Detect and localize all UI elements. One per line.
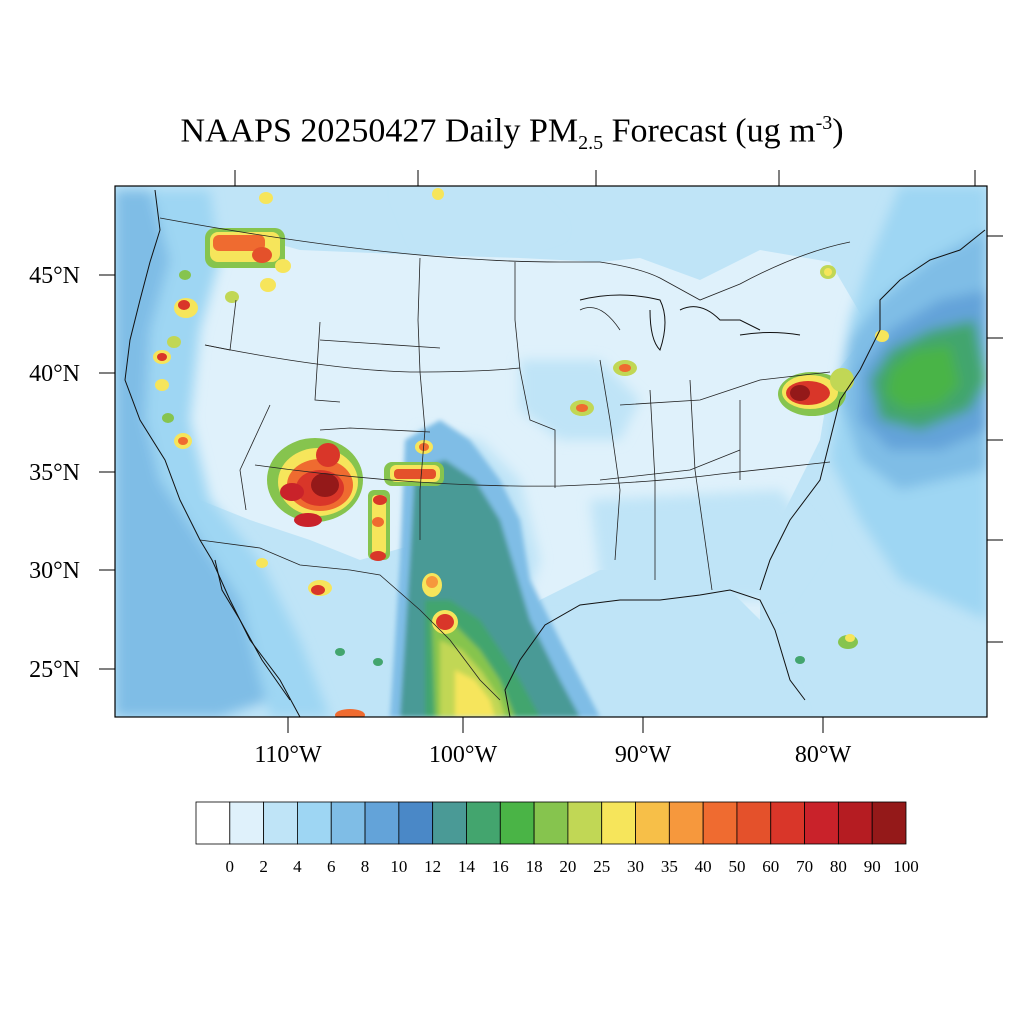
colorbar-label: 40 [695, 857, 712, 876]
state-line-o [319, 427, 431, 433]
lon-label-80w: 80°W [795, 742, 852, 768]
state-line-d [417, 257, 426, 540]
lat-label-45: 45°N [29, 263, 80, 289]
plume-yellow [455, 670, 495, 717]
state-line-b [254, 461, 831, 487]
hotspot-east [570, 265, 889, 664]
southeast-haze [590, 490, 820, 600]
latitude-labels: 45°N 40°N 35°N 30°N 25°N [29, 263, 80, 683]
colorbar-label: 30 [627, 857, 644, 876]
colorbar-label: 0 [226, 857, 235, 876]
colorbar-swatch [499, 801, 535, 845]
colorbar-label: 60 [762, 857, 779, 876]
map-panel [115, 186, 987, 717]
colorbar-label: 4 [293, 857, 302, 876]
colorbar-swatch [229, 801, 265, 845]
colorbar-swatch [702, 801, 738, 845]
gulf-haze [540, 620, 800, 717]
colorbar-swatch [804, 801, 839, 845]
lon-label-100w: 100°W [429, 742, 498, 768]
colorbar-swatch [601, 801, 636, 845]
us-canada-border [159, 217, 851, 301]
state-line-n [319, 339, 441, 349]
colorbar-swatch [736, 801, 772, 845]
gulf-coast [504, 589, 806, 717]
state-line-i [649, 389, 656, 580]
colorbar-label: 25 [593, 857, 610, 876]
colorbar-label: 12 [424, 857, 441, 876]
colorbar-label: 16 [492, 857, 509, 876]
colorbar-swatch [635, 801, 670, 845]
colorbar-swatch [466, 801, 501, 845]
colorbar-label: 8 [361, 857, 370, 876]
colorbar: 0 2 4 6 8 10 12 14 16 18 20 25 30 35 40 50 60 70 80 90 100 [195, 801, 919, 876]
coastlines [124, 189, 986, 717]
lon-label-110w: 110°W [254, 742, 322, 768]
hotspot-northwest [179, 188, 444, 303]
colorbar-swatch [330, 801, 366, 845]
pacific-plume [115, 190, 270, 717]
colorbar-label: 18 [526, 857, 543, 876]
colorbar-label: 50 [728, 857, 745, 876]
colorbar-swatch [668, 801, 704, 845]
colorbar-label: 14 [458, 857, 476, 876]
longitude-labels: 110°W 100°W 90°W 80°W [254, 742, 851, 768]
lat-label-25: 25°N [29, 657, 80, 683]
axis-ticks [99, 170, 1003, 733]
lat-label-30: 30°N [29, 558, 80, 584]
north-haze [400, 190, 560, 250]
colorbar-swatch [364, 801, 400, 845]
state-line-l [579, 307, 621, 331]
map-frame [114, 185, 988, 718]
colorbar-label: 10 [390, 857, 407, 876]
state-line-a [204, 344, 521, 373]
hotspot-new-mexico-east [368, 490, 390, 561]
state-line-j [689, 379, 713, 591]
colorbar-label: 70 [796, 857, 813, 876]
hotspot-southwest-complex [267, 438, 363, 527]
colorbar-swatch [567, 801, 603, 845]
state-line-p [599, 449, 741, 481]
fire-hotspots [153, 188, 889, 717]
map-title: NAAPS 20250427 Daily PM2.5 Forecast (ug … [180, 112, 844, 155]
colorbar-label: 80 [830, 857, 847, 876]
colorbar-label: 90 [864, 857, 881, 876]
lat-label-40: 40°N [29, 361, 80, 387]
colorbar-swatch [770, 801, 805, 845]
lat-label-35: 35°N [29, 460, 80, 486]
colorbar-label: 20 [559, 857, 576, 876]
atlantic-plume-peak [885, 345, 960, 410]
colorbar-swatch [837, 801, 873, 845]
baja-coast [214, 559, 291, 701]
political-boundaries [159, 217, 851, 701]
state-line-c [314, 321, 341, 403]
colorbar-swatch [533, 801, 569, 845]
hotspot-panhandle [384, 440, 444, 486]
colorbar-swatch [195, 801, 231, 845]
great-lakes [579, 294, 801, 351]
colorbar-swatch [398, 801, 434, 845]
state-line-g [204, 299, 237, 351]
state-line-k [619, 371, 831, 406]
colorbar-label: 35 [661, 857, 678, 876]
state-line-f [239, 404, 271, 511]
colorbar-swatch [263, 801, 298, 845]
hotspot-west-coast [153, 298, 383, 717]
colorbar-swatch [432, 801, 467, 845]
mexico-border [199, 539, 501, 701]
colorbar-label: 100 [893, 857, 919, 876]
lon-label-90w: 90°W [615, 742, 672, 768]
atlantic-coast [759, 229, 986, 591]
colorbar-swatch [871, 801, 907, 845]
colorbar-swatch [297, 801, 332, 845]
pacific-haze [145, 190, 330, 717]
state-line-e [514, 262, 556, 488]
state-line-h [599, 359, 621, 561]
colorbar-label: 6 [327, 857, 336, 876]
colorbar-label: 2 [259, 857, 268, 876]
texas-smoke-plume [390, 420, 600, 717]
